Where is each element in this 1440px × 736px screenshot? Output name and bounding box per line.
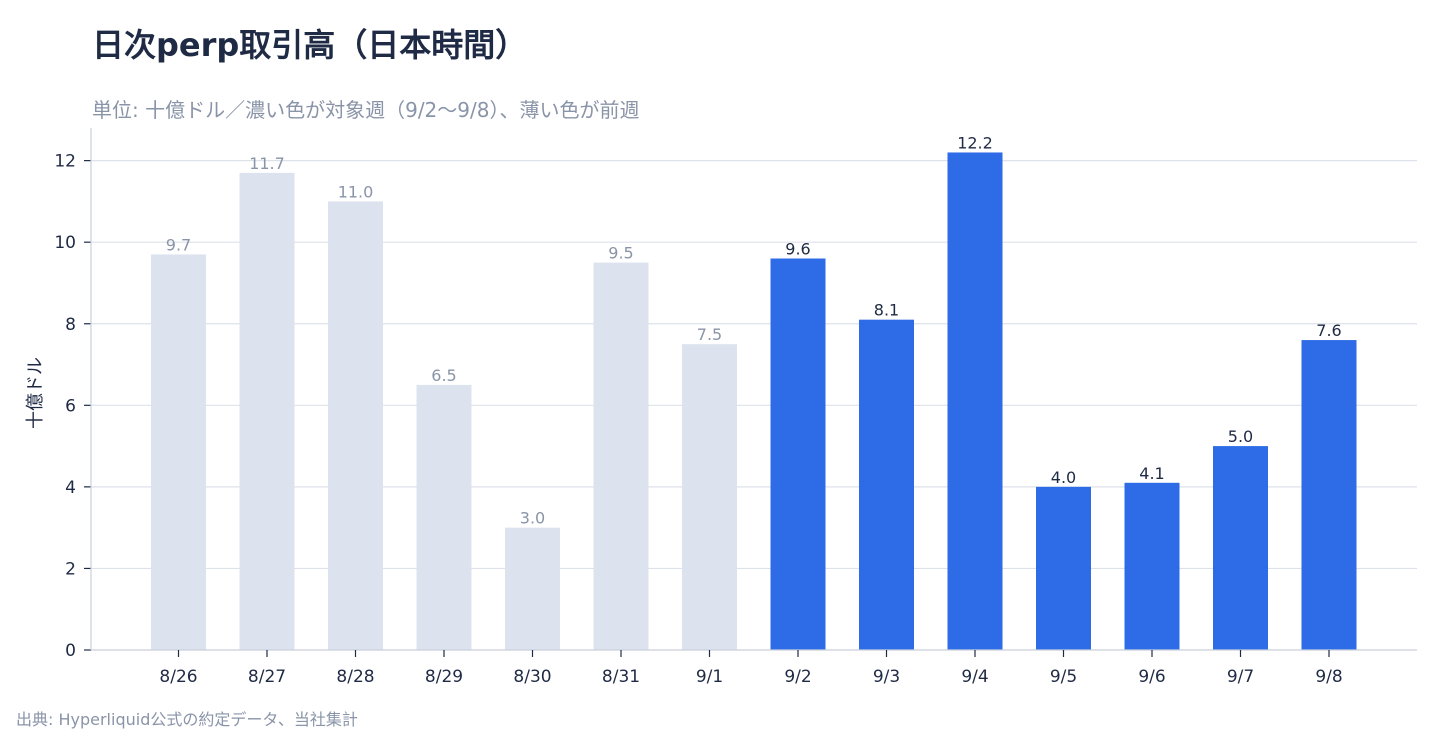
axes: 0 2 4 6 8 10 12 8/26 8/27 8/28 8/29 8/30 8/31 9/1 9/2 9… bbox=[54, 128, 1417, 687]
x-tick-label: 9/6 bbox=[1138, 667, 1165, 687]
bar-value-label: 8.1 bbox=[874, 301, 899, 320]
bar-value-label: 9.6 bbox=[785, 240, 810, 259]
bar-9-2 bbox=[770, 258, 826, 650]
bar-value-label: 4.1 bbox=[1139, 464, 1164, 483]
x-tick-label: 8/29 bbox=[425, 667, 463, 687]
bar-value-label: 3.0 bbox=[520, 509, 545, 528]
x-tick-label: 8/26 bbox=[159, 667, 197, 687]
x-tick-label: 8/27 bbox=[248, 667, 286, 687]
bar-value-label: 6.5 bbox=[431, 366, 456, 385]
bar-8-29 bbox=[416, 384, 472, 650]
chart-title: 日次perp取引高（日本時間） bbox=[92, 26, 528, 64]
x-tick-label: 9/8 bbox=[1315, 667, 1342, 687]
bar-chart: 9.7 11.7 11.0 6.5 3.0 9.5 7.5 9.6 8.1 12.2 4.0 4.1 5… bbox=[25, 128, 1417, 687]
bar-value-label: 9.5 bbox=[608, 244, 633, 263]
bar-value-label: 4.0 bbox=[1051, 468, 1076, 487]
y-tick-label: 0 bbox=[65, 641, 76, 661]
bar-9-4 bbox=[947, 152, 1003, 650]
x-tick-label: 9/5 bbox=[1050, 667, 1077, 687]
y-tick-label: 4 bbox=[65, 478, 76, 498]
x-tick-label: 8/30 bbox=[513, 667, 551, 687]
y-tick-label: 8 bbox=[65, 315, 76, 335]
source-note: 出典: Hyperliquid公式の約定データ、当社集計 bbox=[16, 710, 358, 729]
bar-8-28 bbox=[328, 201, 383, 650]
chart-subtitle: 単位: 十億ドル／濃い色が対象週（9/2〜9/8）、薄い色が前週 bbox=[92, 98, 640, 122]
bar-value-label: 7.5 bbox=[697, 325, 722, 344]
y-axis-label: 十億ドル bbox=[25, 357, 46, 429]
bar-8-27 bbox=[239, 172, 295, 650]
bar-9-7 bbox=[1213, 446, 1268, 650]
bars: 9.7 11.7 11.0 6.5 3.0 9.5 7.5 9.6 8.1 12.2 4.0 4.1 5… bbox=[151, 133, 1357, 650]
bar-value-label: 12.2 bbox=[957, 133, 993, 152]
bar-8-30 bbox=[505, 527, 560, 650]
y-tick-label: 6 bbox=[65, 396, 76, 416]
y-tick-label: 10 bbox=[54, 233, 76, 253]
x-tick-label: 9/1 bbox=[696, 667, 723, 687]
x-tick-label: 9/4 bbox=[961, 667, 988, 687]
bar-8-31 bbox=[593, 262, 649, 650]
bar-value-label: 9.7 bbox=[166, 235, 191, 254]
x-tick-label: 8/28 bbox=[336, 667, 374, 687]
bar-9-6 bbox=[1124, 482, 1180, 650]
bar-8-26 bbox=[151, 254, 206, 650]
x-tick-label: 8/31 bbox=[602, 667, 640, 687]
bar-value-label: 7.6 bbox=[1316, 321, 1341, 340]
grid-lines bbox=[91, 160, 1417, 570]
bar-9-5 bbox=[1036, 486, 1091, 650]
bar-value-label: 11.7 bbox=[249, 154, 285, 173]
x-tick-label: 9/2 bbox=[784, 667, 811, 687]
y-tick-label: 2 bbox=[65, 559, 76, 579]
bar-9-3 bbox=[859, 319, 914, 650]
bar-value-label: 5.0 bbox=[1228, 427, 1253, 446]
bar-value-label: 11.0 bbox=[338, 182, 374, 201]
bar-9-1 bbox=[682, 344, 737, 650]
y-tick-label: 12 bbox=[54, 152, 76, 172]
x-tick-label: 9/3 bbox=[873, 667, 900, 687]
bar-9-8 bbox=[1301, 340, 1357, 650]
x-tick-label: 9/7 bbox=[1227, 667, 1254, 687]
